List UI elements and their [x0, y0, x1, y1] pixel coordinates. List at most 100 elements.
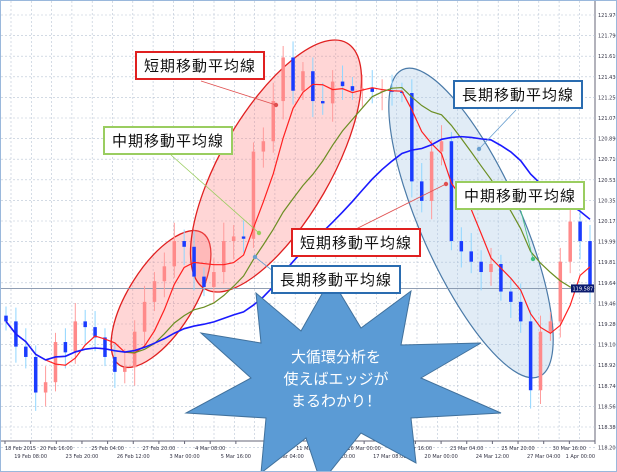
callout-mid-ma-1: 中期移動平均線	[103, 126, 234, 155]
x-tick-label: 10 Mar 04:00	[270, 454, 303, 460]
candle-down	[291, 57, 295, 91]
x-tick-label: 4 Mar 08:00	[195, 446, 225, 452]
candle-down	[320, 101, 325, 104]
x-tick-label: 23 Mar 04:00	[450, 446, 483, 452]
candle-down	[63, 342, 68, 353]
y-tick-label: 119.100	[598, 343, 617, 349]
candle-down	[182, 241, 186, 247]
candle-up	[301, 71, 305, 91]
y-tick-label: 121.610	[598, 54, 617, 60]
starburst-shape	[184, 277, 502, 471]
candle-down	[518, 301, 523, 322]
y-tick-label: 119.815	[598, 260, 617, 266]
callout-pointer-arrow-icon	[443, 181, 449, 187]
x-tick-label: 18 Mar 16:00	[399, 446, 432, 452]
callout-long-ma-2: 長期移動平均線	[271, 265, 402, 294]
candle-down	[479, 261, 483, 273]
y-tick-label: 120.710	[598, 157, 617, 163]
callout-pointer-arrow-icon	[273, 102, 279, 108]
current-price-label: 119.587	[573, 286, 594, 292]
y-tick-label: 121.970	[598, 13, 617, 19]
candle-down	[449, 141, 454, 242]
candle-up	[489, 264, 493, 273]
x-tick-label: 27 Mar 04:00	[527, 454, 560, 460]
candle-down	[370, 88, 374, 92]
x-tick-label: 18 Feb 2015	[5, 446, 36, 452]
y-tick-label: 119.280	[598, 322, 617, 328]
callout-short-ma-1: 短期移動平均線	[135, 51, 266, 80]
candle-down	[419, 181, 424, 201]
candle-up	[222, 241, 226, 273]
x-tick-label: 3 Mar 00:00	[169, 454, 199, 460]
y-tick-label: 120.535	[598, 178, 617, 184]
x-tick-label: 30 Mar 16:00	[553, 446, 586, 452]
candle-up	[261, 141, 266, 152]
x-tick-label: 5 Mar 16:00	[221, 454, 251, 460]
candle-down	[340, 81, 345, 87]
x-tick-label: 24 Mar 12:00	[476, 454, 509, 460]
candle-up	[152, 281, 157, 302]
callout-mid-ma-2: 中期移動平均線	[455, 181, 586, 210]
candle-up	[132, 331, 137, 368]
candle-up	[271, 101, 276, 142]
y-tick-label: 119.460	[598, 301, 617, 307]
candle-up	[43, 382, 48, 393]
candle-up	[439, 141, 444, 152]
callout-pointer-line	[254, 256, 274, 272]
ma-line-short	[5, 83, 591, 366]
callout-pointer-line	[520, 210, 534, 260]
candle-down	[202, 276, 206, 287]
candle-down	[93, 327, 97, 338]
candle-up	[212, 272, 216, 287]
y-tick-label: 120.175	[598, 219, 617, 225]
candle-down	[311, 71, 315, 102]
candle-up	[251, 151, 256, 239]
x-tick-label: 25 Feb 04:00	[91, 446, 124, 452]
x-tick-label: 25 Mar 20:00	[501, 446, 534, 452]
current-price-tag	[571, 284, 594, 293]
callout-pointer-arrow-icon	[476, 146, 482, 152]
candle-up	[330, 81, 335, 104]
starburst-text: 大循環分析を 使えばエッジが まるわかり！	[256, 346, 416, 412]
callout-pointer-arrow-icon	[256, 230, 262, 236]
burst-line-2: 使えばエッジが	[283, 370, 389, 388]
y-tick-label: 118.740	[598, 384, 617, 390]
x-tick-label: 20 Feb 16:00	[40, 446, 73, 452]
candle-down	[241, 236, 246, 239]
candle-down	[499, 264, 503, 292]
candle-up	[538, 331, 543, 391]
candle-down	[528, 321, 533, 391]
y-tick-label: 119.995	[598, 240, 617, 246]
candle-down	[33, 356, 38, 393]
x-tick-label: 23 Feb 20:00	[66, 454, 99, 460]
y-tick-label: 121.790	[598, 34, 617, 40]
y-tick-label: 121.430	[598, 75, 617, 81]
candle-up	[380, 90, 384, 92]
candle-up	[172, 241, 177, 267]
candle-down	[509, 291, 513, 302]
candle-up	[429, 151, 434, 201]
candle-up	[53, 342, 58, 383]
candle-down	[113, 356, 117, 372]
callout-pointer-arrow-icon	[530, 256, 536, 262]
x-tick-label: 1 Apr 00:00	[566, 454, 595, 460]
candle-up	[142, 301, 147, 332]
candle-up	[162, 266, 167, 282]
callout-pointer-line	[478, 109, 517, 150]
y-tick-label: 118.380	[598, 425, 617, 431]
callout-pointer-arrow-icon	[252, 254, 258, 260]
callout-long-ma-1: 長期移動平均線	[453, 80, 584, 109]
candle-down	[588, 241, 592, 289]
x-tick-label: 20 Mar 00:00	[424, 454, 457, 460]
y-tick-label: 118.560	[598, 404, 617, 410]
x-tick-label: 27 Feb 20:00	[143, 446, 176, 452]
candle-down	[24, 346, 28, 357]
y-tick-label: 118.200	[598, 446, 617, 452]
x-tick-label: 17 Mar 08:00	[373, 454, 406, 460]
candle-down	[350, 86, 355, 91]
x-tick-label: 26 Feb 12:00	[117, 454, 150, 460]
y-tick-label: 119.640	[598, 281, 617, 287]
callout-pointer-line	[355, 183, 447, 230]
candle-up	[558, 261, 563, 322]
